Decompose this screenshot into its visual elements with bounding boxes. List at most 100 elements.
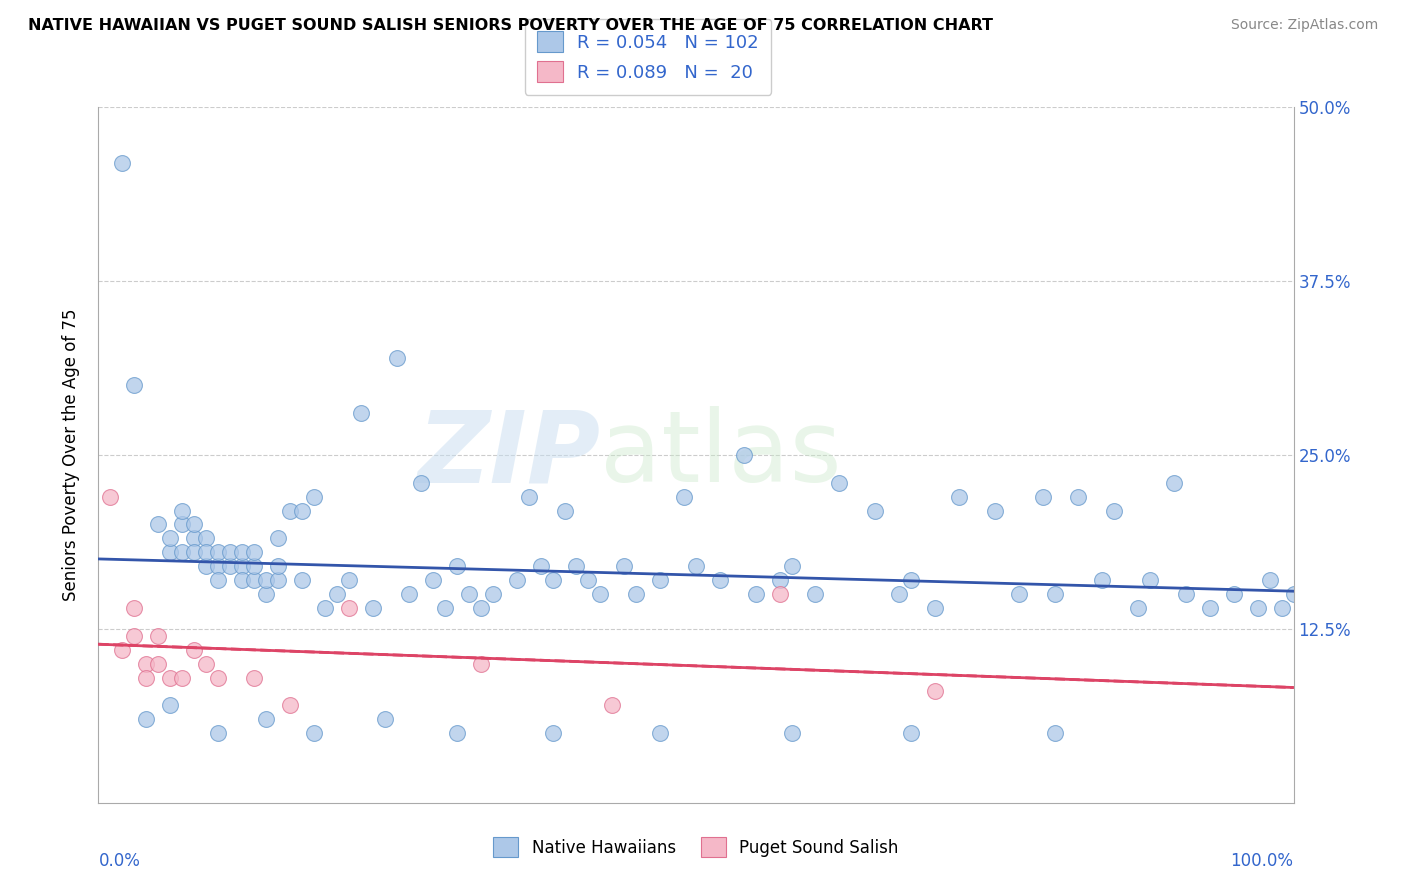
Text: ZIP: ZIP xyxy=(418,407,600,503)
Point xyxy=(207,726,229,740)
Point xyxy=(541,726,564,740)
Point xyxy=(1271,601,1294,615)
Point xyxy=(159,545,181,559)
Point xyxy=(900,726,922,740)
Legend: Native Hawaiians, Puget Sound Salish: Native Hawaiians, Puget Sound Salish xyxy=(486,830,905,864)
Point xyxy=(458,587,481,601)
Point xyxy=(243,573,266,587)
Point xyxy=(530,559,553,574)
Point xyxy=(1175,587,1198,601)
Point xyxy=(1032,490,1054,504)
Point xyxy=(207,573,229,587)
Point xyxy=(124,378,146,392)
Point xyxy=(565,559,588,574)
Point xyxy=(434,601,457,615)
Point xyxy=(924,601,946,615)
Point xyxy=(1128,601,1150,615)
Text: atlas: atlas xyxy=(600,407,842,503)
Point xyxy=(243,559,266,574)
Point xyxy=(1247,601,1270,615)
Point xyxy=(1282,587,1305,601)
Point xyxy=(135,671,157,685)
Point xyxy=(411,475,433,490)
Point xyxy=(673,490,696,504)
Point xyxy=(148,517,170,532)
Point xyxy=(1163,475,1185,490)
Point xyxy=(578,573,600,587)
Point xyxy=(183,642,205,657)
Point xyxy=(231,573,253,587)
Point xyxy=(98,490,122,504)
Point xyxy=(780,559,803,574)
Point xyxy=(1043,587,1066,601)
Point xyxy=(267,573,290,587)
Point xyxy=(446,726,468,740)
Point xyxy=(589,587,612,601)
Point xyxy=(278,698,301,713)
Point xyxy=(243,671,266,685)
Text: 0.0%: 0.0% xyxy=(98,852,141,870)
Point xyxy=(207,671,229,685)
Point xyxy=(613,559,636,574)
Point xyxy=(506,573,529,587)
Text: 100.0%: 100.0% xyxy=(1230,852,1294,870)
Point xyxy=(363,601,385,615)
Point xyxy=(302,726,325,740)
Point xyxy=(231,545,253,559)
Text: Source: ZipAtlas.com: Source: ZipAtlas.com xyxy=(1230,18,1378,32)
Point xyxy=(1067,490,1090,504)
Point xyxy=(865,503,887,517)
Point xyxy=(267,532,290,546)
Point xyxy=(1199,601,1222,615)
Point xyxy=(626,587,648,601)
Point xyxy=(889,587,911,601)
Point xyxy=(183,517,205,532)
Point xyxy=(1043,726,1066,740)
Point xyxy=(148,657,170,671)
Point xyxy=(1008,587,1031,601)
Point xyxy=(159,698,181,713)
Point xyxy=(195,545,218,559)
Text: NATIVE HAWAIIAN VS PUGET SOUND SALISH SENIORS POVERTY OVER THE AGE OF 75 CORRELA: NATIVE HAWAIIAN VS PUGET SOUND SALISH SE… xyxy=(28,18,993,33)
Point xyxy=(207,545,229,559)
Point xyxy=(254,573,277,587)
Point xyxy=(733,448,755,462)
Point xyxy=(828,475,851,490)
Point xyxy=(745,587,768,601)
Point xyxy=(1139,573,1161,587)
Point xyxy=(148,629,170,643)
Point xyxy=(172,517,194,532)
Point xyxy=(183,532,205,546)
Point xyxy=(172,545,194,559)
Point xyxy=(159,532,181,546)
Point xyxy=(302,490,325,504)
Point xyxy=(195,657,218,671)
Point xyxy=(195,559,218,574)
Point xyxy=(374,712,396,726)
Point xyxy=(517,490,540,504)
Point xyxy=(648,573,672,587)
Point xyxy=(350,406,373,420)
Point xyxy=(541,573,564,587)
Point xyxy=(159,671,181,685)
Point xyxy=(207,559,229,574)
Point xyxy=(124,629,146,643)
Point xyxy=(804,587,827,601)
Point xyxy=(780,726,803,740)
Point xyxy=(278,503,301,517)
Point xyxy=(219,559,242,574)
Point xyxy=(254,587,277,601)
Point xyxy=(768,573,790,587)
Point xyxy=(135,657,157,671)
Point xyxy=(195,532,218,546)
Point xyxy=(470,601,492,615)
Point xyxy=(602,698,624,713)
Point xyxy=(291,573,314,587)
Point xyxy=(124,601,146,615)
Point xyxy=(254,712,277,726)
Point xyxy=(648,726,672,740)
Point xyxy=(1091,573,1114,587)
Point xyxy=(135,712,157,726)
Point xyxy=(326,587,349,601)
Point xyxy=(470,657,492,671)
